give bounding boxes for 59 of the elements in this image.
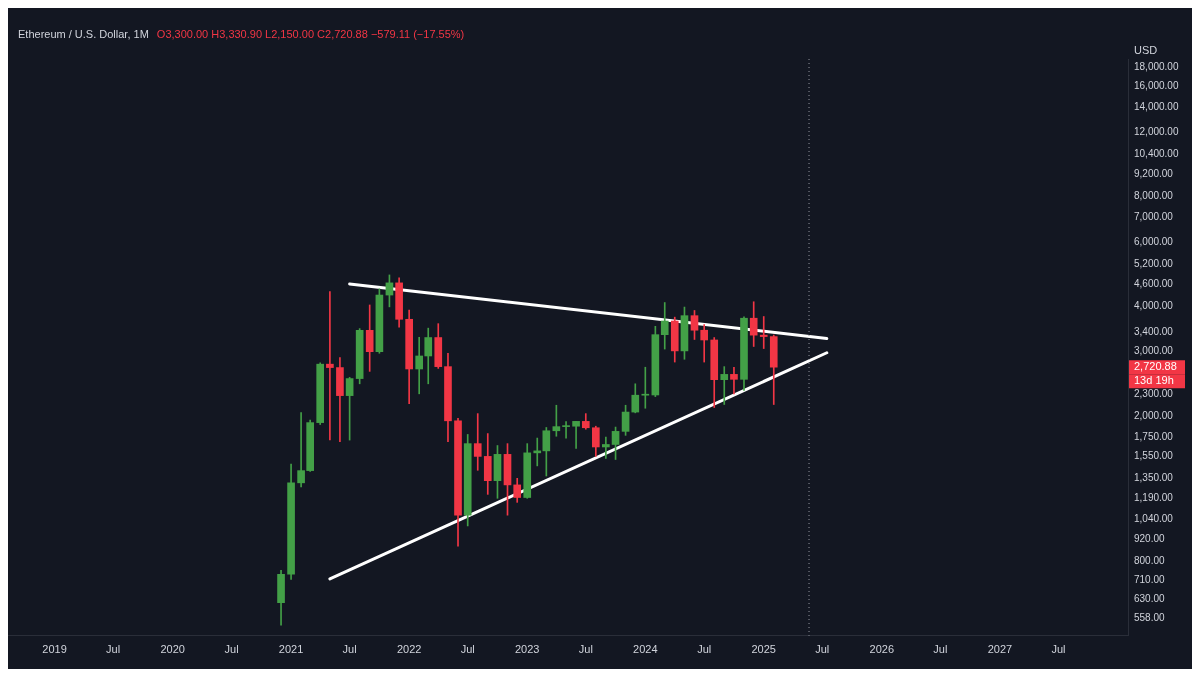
x-tick-label: 2019 bbox=[42, 643, 67, 656]
y-tick-label: 9,200.00 bbox=[1134, 167, 1174, 179]
y-tick-label: 800.00 bbox=[1134, 555, 1166, 567]
x-tick-label: 2025 bbox=[751, 643, 776, 656]
y-tick-label: 16,000.00 bbox=[1134, 80, 1179, 91]
y-tick-label: 1,550.00 bbox=[1134, 450, 1174, 462]
x-tick-label: Jul bbox=[815, 643, 830, 656]
text: 13d 19h bbox=[1134, 374, 1174, 387]
chart-title: Ethereum / U.S. Dollar, 1M bbox=[18, 28, 149, 40]
y-tick-label: 7,000.00 bbox=[1134, 211, 1174, 223]
candlestick bbox=[326, 291, 334, 441]
y-tick-label: 8,000.00 bbox=[1134, 189, 1174, 201]
y-tick-label: 710.00 bbox=[1134, 573, 1166, 585]
candlestick bbox=[720, 366, 729, 405]
y-tick-label: 630.00 bbox=[1134, 592, 1166, 604]
candlestick bbox=[415, 336, 424, 395]
y-tick-label: 558.00 bbox=[1134, 612, 1166, 624]
x-tick-label: 2026 bbox=[869, 643, 895, 656]
y-tick-label: 4,600.00 bbox=[1134, 277, 1174, 289]
x-tick-label: Jul bbox=[460, 643, 475, 656]
x-tick-label: Jul bbox=[106, 643, 121, 656]
x-tick-label: Jul bbox=[342, 643, 357, 656]
x-tick-label: Jul bbox=[578, 643, 593, 656]
y-tick-label: 5,200.00 bbox=[1134, 258, 1174, 270]
candlestick bbox=[602, 436, 610, 459]
candlestick bbox=[730, 366, 738, 395]
y-tick-label: 10,400.00 bbox=[1134, 148, 1179, 160]
candlestick bbox=[473, 413, 482, 471]
y-tick-label: 2,300.00 bbox=[1134, 387, 1174, 399]
y-tick-label: 920.00 bbox=[1134, 532, 1166, 544]
y-tick-label: 3,400.00 bbox=[1134, 325, 1174, 337]
x-tick-label: 2020 bbox=[160, 643, 185, 656]
y-tick-label: 1,190.00 bbox=[1134, 492, 1174, 504]
x-tick-label: 2027 bbox=[987, 643, 1013, 656]
y-tick-label: 12,000.00 bbox=[1134, 125, 1179, 137]
y-tick-label: 4,000.00 bbox=[1134, 299, 1174, 311]
y-tick-label: 18,000.00 bbox=[1134, 61, 1179, 73]
x-tick-label: 2021 bbox=[278, 643, 304, 656]
candlestick bbox=[572, 420, 580, 449]
x-tick-label: 2024 bbox=[633, 643, 658, 656]
y-axis-title: USD bbox=[1134, 44, 1158, 57]
x-tick-label: 2023 bbox=[515, 643, 540, 656]
x-tick-label: Jul bbox=[933, 643, 948, 656]
x-tick-label: Jul bbox=[697, 643, 712, 656]
x-tick-label: Jul bbox=[1051, 643, 1066, 656]
y-tick-label: 1,350.00 bbox=[1134, 472, 1174, 484]
candlestick bbox=[759, 316, 768, 349]
x-tick-label: Jul bbox=[224, 643, 239, 656]
candlestick bbox=[562, 421, 570, 439]
y-tick-label: 1,750.00 bbox=[1134, 430, 1174, 442]
x-tick-label: 2022 bbox=[396, 643, 422, 656]
text: 2,720.88 bbox=[1134, 360, 1177, 373]
y-tick-label: 3,000.00 bbox=[1134, 345, 1174, 357]
chart-subtitle: O3,300.00 H3,330.90 L2,150.00 C2,720.88 −579.11 (−17.55%) bbox=[156, 28, 465, 40]
y-tick-label: 2,000.00 bbox=[1134, 409, 1174, 421]
y-tick-label: 1,040.00 bbox=[1134, 513, 1174, 525]
y-tick-label: 14,000.00 bbox=[1134, 101, 1179, 113]
y-tick-label: 6,000.00 bbox=[1134, 235, 1174, 247]
candlestick bbox=[641, 366, 650, 409]
